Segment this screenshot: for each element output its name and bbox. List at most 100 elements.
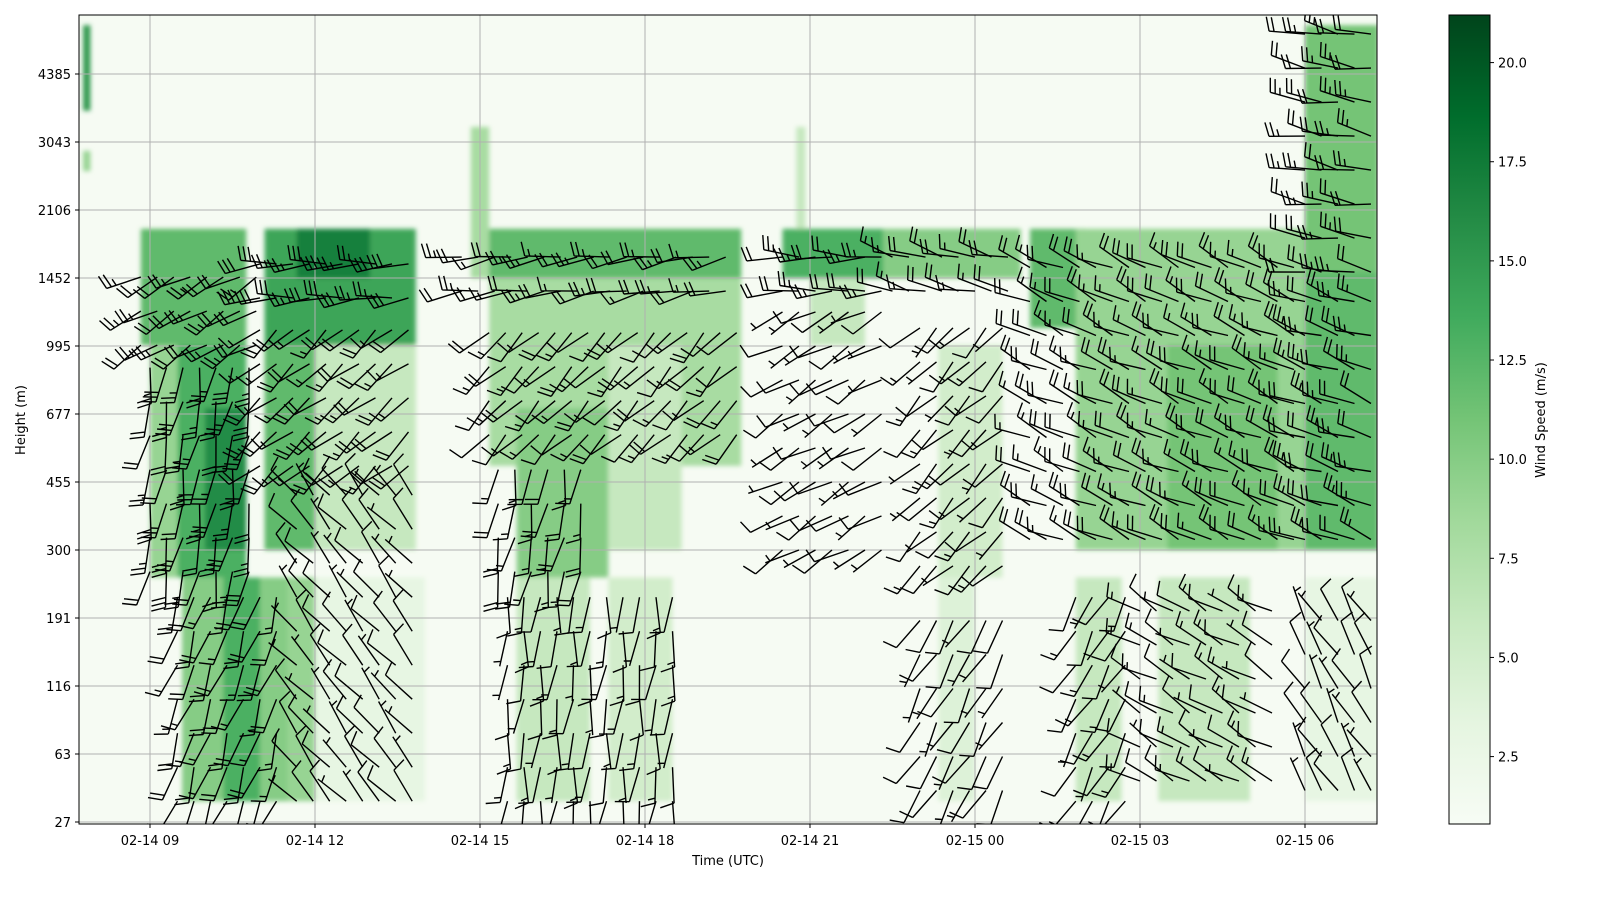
- wind-barb: [832, 345, 866, 365]
- wind-barb: [1353, 611, 1372, 655]
- wind-barb: [1062, 509, 1097, 541]
- wind-barb: [531, 400, 573, 425]
- wind-barb: [1221, 684, 1256, 714]
- wind-barb: [1272, 337, 1306, 371]
- wind-barb: [302, 705, 331, 734]
- wind-barb: [585, 699, 594, 736]
- wind-barb: [1259, 343, 1295, 371]
- wind-barb: [1244, 641, 1273, 680]
- wind-barb: [252, 329, 294, 352]
- wind-barb: [1265, 153, 1306, 171]
- wind-barb: [1097, 473, 1130, 507]
- wind-barb: [468, 287, 512, 301]
- wind-barb: [466, 400, 507, 426]
- wind-barb: [911, 429, 954, 451]
- wind-barb: [1209, 514, 1245, 541]
- y-tick-label: 116: [46, 680, 71, 695]
- wind-barb: [1326, 687, 1339, 723]
- wind-barb: [223, 469, 250, 505]
- wind-barb: [1098, 232, 1130, 269]
- wind-barb: [1289, 611, 1306, 655]
- wind-barb: [129, 401, 151, 440]
- wind-barb: [581, 400, 622, 426]
- wind-barb: [1209, 241, 1245, 269]
- wind-barb: [235, 363, 277, 386]
- wind-barb: [928, 497, 970, 520]
- wind-barb: [227, 630, 261, 663]
- wind-barb: [765, 549, 800, 564]
- wind-barb: [566, 631, 591, 668]
- wind-barb: [368, 465, 409, 490]
- wind-barb: [1188, 684, 1223, 714]
- wind-barb: [1204, 764, 1240, 782]
- y-tick-label: 191: [46, 612, 71, 627]
- x-axis: 02-14 09 02-14 12 02-14 15 02-14 18 02-14 21…: [121, 824, 1334, 849]
- wind-barb: [179, 732, 212, 766]
- wind-barb: [234, 397, 277, 416]
- wind-barb: [147, 630, 179, 665]
- wind-barb: [805, 413, 849, 427]
- wind-barb: [169, 469, 185, 511]
- wind-barb: [504, 400, 540, 432]
- wind-barb: [619, 332, 655, 363]
- wind-barb: [1094, 410, 1130, 439]
- wind-barb: [373, 726, 397, 768]
- wind-barb: [1163, 303, 1196, 337]
- wind-barb: [268, 774, 298, 802]
- wind-barb: [928, 327, 970, 350]
- wind-barb: [1039, 664, 1077, 694]
- wind-barb: [1303, 15, 1339, 35]
- wind-barb: [520, 434, 556, 466]
- wind-barb: [302, 559, 331, 598]
- wind-barb: [234, 367, 250, 409]
- wind-barb: [968, 240, 1009, 258]
- wind-barb: [151, 401, 168, 443]
- x-tick-label: 02-14 21: [781, 834, 839, 849]
- wind-barb: [1175, 746, 1207, 782]
- wind-barb: [239, 699, 261, 737]
- wind-barb: [210, 698, 245, 731]
- wind-barb: [1048, 233, 1080, 269]
- wind-barb: [287, 694, 314, 734]
- wind-barb: [832, 481, 866, 500]
- wind-barb: [521, 801, 525, 824]
- wind-barb: [1014, 507, 1047, 541]
- wind-barb: [1116, 265, 1146, 303]
- wind-barb: [150, 435, 168, 476]
- wind-barb: [250, 630, 278, 666]
- wind-barb: [911, 327, 938, 358]
- wind-barb: [175, 469, 201, 506]
- wind-barb: [623, 631, 641, 666]
- wind-barb: [373, 590, 397, 632]
- wind-barb: [589, 801, 592, 824]
- wind-barb: [589, 699, 608, 739]
- wind-barb: [1078, 274, 1113, 303]
- wind-barb: [651, 434, 688, 465]
- wind-barb: [756, 379, 800, 394]
- wind-barb: [549, 366, 589, 393]
- wind-barb: [151, 571, 168, 612]
- wind-barb: [765, 515, 800, 531]
- heatmap-cell: [1305, 272, 1377, 550]
- wind-barb: [1221, 661, 1256, 680]
- wind-barb: [1076, 379, 1113, 405]
- wind-barb: [384, 535, 413, 564]
- wind-barb: [492, 665, 509, 701]
- wind-barb: [246, 800, 278, 824]
- wind-barb: [1126, 514, 1163, 541]
- wind-barb: [1161, 675, 1190, 714]
- wind-barb: [160, 698, 195, 731]
- wind-barb: [686, 366, 721, 398]
- wind-barb: [1160, 240, 1196, 269]
- colorbar-tick-label: 12.5: [1498, 354, 1527, 369]
- wind-barb: [622, 801, 625, 824]
- wind-barb: [1283, 451, 1322, 473]
- wind-barb: [609, 597, 624, 633]
- wind-barb: [539, 801, 543, 824]
- wind-barb: [518, 283, 561, 299]
- wind-barb: [553, 597, 562, 634]
- wind-barb: [1011, 308, 1047, 337]
- wind-barb: [1300, 681, 1323, 723]
- wind-barb: [309, 623, 331, 666]
- wind-barb: [1273, 473, 1306, 507]
